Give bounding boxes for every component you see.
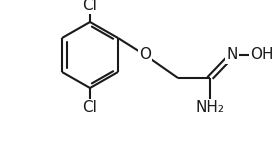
Text: N: N: [226, 48, 238, 62]
Text: Cl: Cl: [83, 100, 97, 116]
Text: OH: OH: [250, 48, 272, 62]
Text: Cl: Cl: [83, 0, 97, 13]
Text: O: O: [139, 48, 151, 62]
Text: NH₂: NH₂: [196, 100, 224, 116]
